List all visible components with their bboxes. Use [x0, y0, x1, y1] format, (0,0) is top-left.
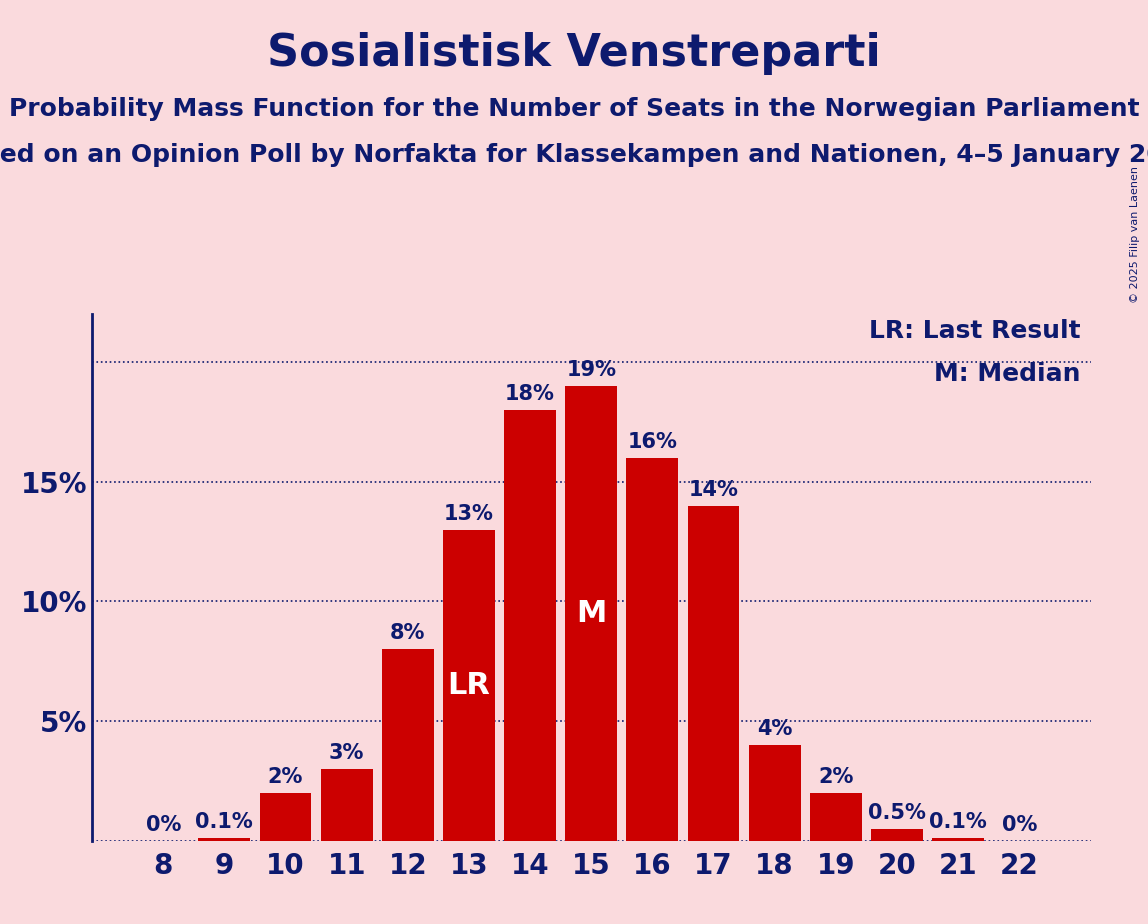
- Text: 3%: 3%: [329, 743, 364, 763]
- Bar: [320, 769, 373, 841]
- Bar: [382, 650, 434, 841]
- Text: 14%: 14%: [689, 480, 738, 500]
- Bar: [748, 745, 800, 841]
- Text: LR: Last Result: LR: Last Result: [869, 320, 1080, 344]
- Text: Sosialistisk Venstreparti: Sosialistisk Venstreparti: [267, 32, 881, 76]
- Text: 8%: 8%: [390, 624, 426, 643]
- Text: 0.1%: 0.1%: [195, 812, 254, 833]
- Text: 2%: 2%: [819, 767, 853, 787]
- Text: LR: LR: [448, 671, 490, 699]
- Text: 2%: 2%: [267, 767, 303, 787]
- Text: 0%: 0%: [1001, 815, 1037, 835]
- Bar: [443, 529, 495, 841]
- Text: 16%: 16%: [628, 432, 677, 452]
- Text: 19%: 19%: [566, 360, 616, 380]
- Bar: [809, 793, 862, 841]
- Bar: [259, 793, 311, 841]
- Text: © 2025 Filip van Laenen: © 2025 Filip van Laenen: [1130, 166, 1140, 303]
- Text: Based on an Opinion Poll by Norfakta for Klassekampen and Nationen, 4–5 January : Based on an Opinion Poll by Norfakta for…: [0, 143, 1148, 167]
- Text: M: Median: M: Median: [934, 361, 1080, 385]
- Text: 0%: 0%: [146, 815, 181, 835]
- Bar: [688, 505, 739, 841]
- Bar: [199, 838, 250, 841]
- Text: 0.1%: 0.1%: [929, 812, 987, 833]
- Text: 13%: 13%: [444, 504, 494, 524]
- Text: 4%: 4%: [757, 719, 792, 739]
- Bar: [932, 838, 984, 841]
- Bar: [871, 829, 923, 841]
- Bar: [504, 410, 556, 841]
- Text: 18%: 18%: [505, 384, 554, 404]
- Bar: [565, 386, 618, 841]
- Text: M: M: [576, 599, 606, 628]
- Bar: [627, 457, 678, 841]
- Text: Probability Mass Function for the Number of Seats in the Norwegian Parliament: Probability Mass Function for the Number…: [9, 97, 1139, 121]
- Text: 0.5%: 0.5%: [868, 803, 926, 823]
